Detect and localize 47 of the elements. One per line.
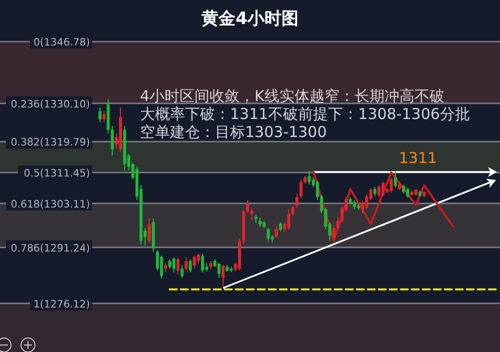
ref-line-label: 1(1276.12)	[33, 299, 90, 310]
ref-line-label: 0.236(1330.10)	[10, 99, 90, 110]
candlestick	[110, 125, 114, 156]
candlestick	[148, 218, 151, 244]
ref-line-label: 0.786(1291.24)	[10, 243, 90, 254]
candlestick	[196, 253, 200, 264]
candlestick	[390, 177, 393, 194]
candlestick	[266, 227, 270, 242]
candlestick	[378, 184, 381, 198]
ref-line-label: 0(1346.78)	[33, 38, 90, 49]
annotation: 4小时区间收敛，K线实体越窄：长期冲高不破	[140, 87, 444, 105]
candlestick	[192, 255, 196, 270]
candlestick	[406, 187, 410, 198]
candlestick	[98, 106, 102, 123]
candlestick	[188, 258, 192, 273]
candlestick	[102, 110, 106, 123]
candlestick	[172, 257, 176, 273]
candlestick	[201, 253, 204, 273]
candlestick	[394, 170, 397, 188]
candlestick	[176, 257, 180, 275]
candlestick	[279, 222, 282, 232]
candlestick	[291, 205, 294, 216]
candlestick	[180, 264, 184, 278]
candlestick	[382, 181, 385, 197]
candlestick	[373, 186, 376, 197]
candlestick	[300, 179, 303, 199]
candlestick	[287, 208, 290, 230]
text: 黄金4小时图	[200, 9, 298, 29]
annotation: 大概率下破：1311不破前提下：1308-1306分批	[140, 105, 470, 123]
ref-line-label: 0.382(1319.79)	[10, 138, 90, 149]
candlestick	[184, 257, 188, 271]
candlestick	[222, 264, 225, 287]
ref-line-label: 0.5(1311.45)	[24, 168, 90, 180]
ref-line-label: 0.618(1303.11)	[10, 199, 90, 210]
candlestick	[168, 258, 172, 270]
annotation: 空单建仓：目标1303-1300	[140, 123, 327, 141]
candlestick	[164, 262, 168, 273]
candlestick	[308, 170, 311, 186]
candlestick	[217, 262, 220, 278]
candlestick	[336, 216, 340, 230]
candlestick	[361, 200, 364, 214]
candlestick	[274, 226, 278, 238]
candlestick	[160, 255, 164, 280]
annotation: 1311	[398, 149, 438, 168]
candlestick	[295, 193, 298, 208]
candlestick	[332, 224, 336, 240]
candlestick	[246, 200, 250, 214]
